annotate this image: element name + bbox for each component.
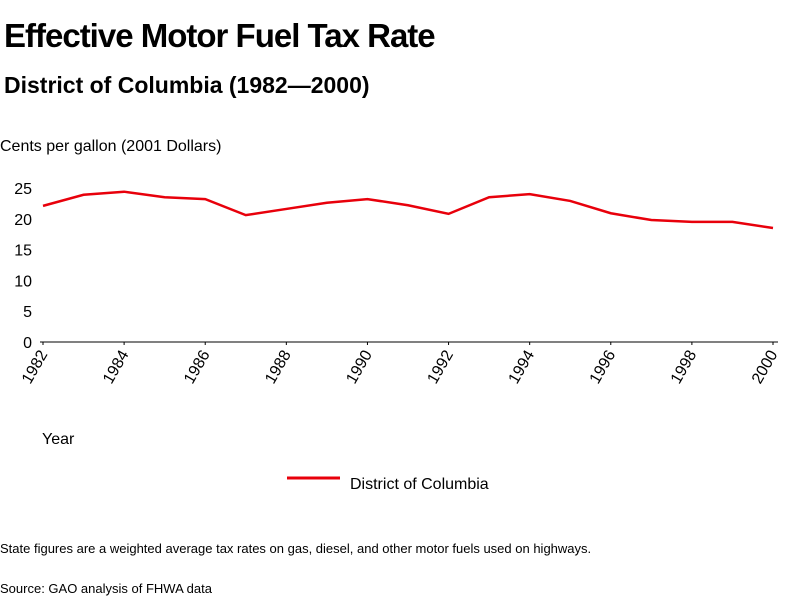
x-tick-label: 1990 [343,347,376,386]
y-tick-label: 15 [14,243,32,260]
x-tick-label: 1996 [587,347,620,386]
x-tick-label: 1986 [181,347,214,386]
x-tick-label: 2000 [749,347,782,386]
x-tick-label: 1998 [668,347,701,386]
x-tick-label: 1992 [425,347,458,386]
x-axis-label: Year [42,431,75,448]
y-tick-label: 10 [14,273,32,290]
chart-subtitle: District of Columbia (1982—2000) [4,72,370,98]
x-tick-label: 1994 [506,347,539,386]
source: Source: GAO analysis of FHWA data [0,581,213,596]
x-tick-label: 1988 [262,347,295,386]
x-tick-label: 1984 [100,347,133,386]
note: State figures are a weighted average tax… [0,541,591,556]
y-tick-label: 25 [14,181,32,198]
y-tick-label: 20 [14,212,32,229]
y-tick-label: 5 [23,304,32,321]
legend-label: District of Columbia [350,476,489,493]
x-tick-label: 1982 [19,347,52,386]
y-axis-label: Cents per gallon (2001 Dollars) [0,138,221,155]
y-tick-label: 0 [23,335,32,352]
chart-title: Effective Motor Fuel Tax Rate [4,17,435,54]
data-line [42,190,774,230]
